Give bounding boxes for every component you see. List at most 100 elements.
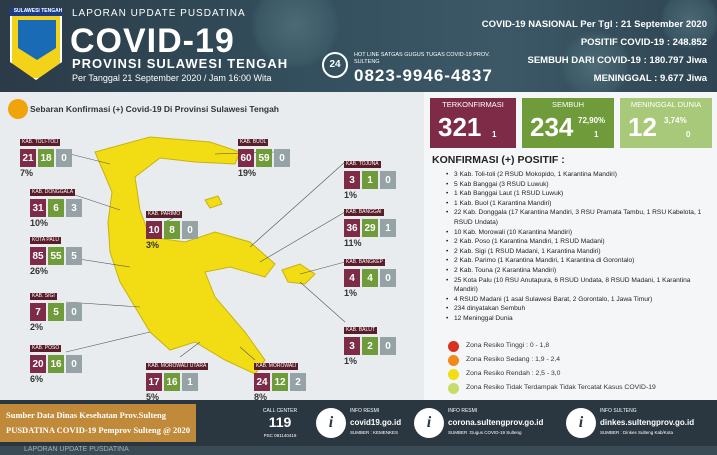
region-morowali-utara: KAB. MOROWALI UTARA 17 16 1 5% [146, 354, 216, 402]
info-link-corona-sulteng[interactable]: i INFO RESMI corona.sultengprov.go.id SU… [414, 406, 554, 442]
region-name: KAB. TOLI-TOLI [20, 139, 61, 146]
map-landmass [94, 136, 276, 375]
call-center-label: CALL CENTER [262, 408, 298, 414]
stat-percent: 72,90% [578, 116, 606, 125]
list-item: 25 Kota Palu (10 RSU Anutapura, 6 RSUD U… [446, 276, 712, 295]
stat-percent: 3,74% [664, 116, 687, 125]
confirmed-count: 20 [30, 355, 46, 373]
legend-label: Zona Resiko Tinggi : 0 - 1,8 [466, 342, 550, 349]
stat-label: TERKONFIRMASI [442, 100, 504, 109]
confirmed-count: 7 [30, 303, 46, 321]
recovered-count: 16 [48, 355, 64, 373]
call-center[interactable]: CALL CENTER 119 PSC 081140419 [250, 406, 310, 442]
confirmed-list-title: KONFIRMASI (+) POSITIF : [432, 154, 565, 166]
province-title: PROVINSI SULAWESI TENGAH [72, 56, 289, 71]
national-stats: COVID-19 NASIONAL Per Tgl : 21 September… [482, 16, 707, 88]
death-count: 0 [274, 149, 290, 167]
region-percent: 1% [344, 190, 358, 200]
hotline-number[interactable]: 0823-9946-4837 [354, 66, 493, 85]
stat-value: 12 [628, 112, 657, 142]
confirmed-count: 10 [146, 221, 162, 239]
info-url[interactable]: dinkes.sultengprov.go.id [600, 418, 695, 427]
national-recovered: SEMBUH DARI COVID-19 : 180.797 Jiwa [527, 55, 707, 66]
region-percent: 10% [30, 218, 49, 228]
legend-dot [448, 383, 459, 394]
death-count: 1 [380, 219, 396, 237]
list-item: 10 Kab. Morowali (10 Karantina Mandiri) [446, 228, 712, 238]
source-line: Sumber Data Dinas Kesehatan Prov.Sulteng [6, 410, 167, 420]
legend-item: Zona Resiko Tidak Terdampak Tidak Tercat… [448, 382, 710, 404]
region-palu: KOTA PALU 85 55 5 26% [30, 228, 100, 276]
confirmed-list: 3 Kab. Toli-toli (2 RSUD Mokopido, 1 Kar… [446, 170, 712, 324]
recovered-count: 1 [362, 171, 378, 189]
region-percent: 26% [30, 266, 49, 276]
region-name: KAB. SIGI [30, 293, 57, 300]
confirmed-count: 60 [238, 149, 254, 167]
region-name: KAB. BUOL [238, 139, 269, 146]
legend-item: Zona Resiko Rendah : 2,5 - 3,0 [448, 368, 710, 382]
death-count: 0 [182, 221, 198, 239]
region-percent: 2% [30, 322, 44, 332]
region-name: KAB. BANGKEP [344, 259, 385, 266]
legend-label: Zona Resiko Rendah : 2,5 - 3,0 [466, 370, 561, 377]
region-percent: 11% [344, 238, 362, 248]
info-url[interactable]: covid19.go.id [350, 418, 402, 427]
map-island [204, 195, 223, 209]
legend-dot [448, 341, 459, 352]
confirmed-count: 3 [344, 337, 360, 355]
list-item: 2 Kab. Touna (2 Karantina Mandiri) [446, 266, 712, 276]
confirmed-count: 24 [254, 373, 270, 391]
death-count: 0 [380, 337, 396, 355]
map-title: Sebaran Konfirmasi (+) Covid-19 Di Provi… [30, 104, 280, 114]
recovered-count: 5 [48, 303, 64, 321]
info-link-dinkes[interactable]: i INFO SULTENG dinkes.sultengprov.go.id … [566, 406, 714, 442]
stat-delta: 1 [594, 130, 599, 139]
header-banner [0, 0, 717, 92]
info-url[interactable]: corona.sultengprov.go.id [448, 418, 544, 427]
list-item: 2 Kab. Parimo (1 Karantina Mandiri, 1 Ka… [446, 256, 712, 266]
region-banggai: KAB. BANGGAI 36 29 1 11% [344, 200, 414, 248]
stat-label: MENINGGAL DUNIA [630, 100, 702, 109]
info-link-covid19[interactable]: i INFO RESMI covid19.go.id SUMBER : KEME… [316, 406, 416, 442]
call-center-number[interactable]: 119 [268, 414, 292, 430]
region-name: KAB. DONGGALA [30, 189, 76, 196]
region-name: KAB. PARIMO [146, 211, 183, 218]
death-count: 0 [380, 171, 396, 189]
legend-label: Zona Resiko Tidak Terdampak Tidak Tercat… [466, 384, 656, 391]
region-sigi: KAB. SIGI 7 5 0 2% [30, 284, 100, 332]
region-poso: KAB. POSO 20 16 0 6% [30, 336, 100, 384]
list-item: 5 Kab Banggai (3 RSUD Luwuk) [446, 180, 712, 190]
recovered-count: 55 [48, 247, 64, 265]
region-percent: 3% [146, 240, 160, 250]
region-percent: 6% [30, 374, 44, 384]
national-date: COVID-19 NASIONAL Per Tgl : 21 September… [481, 19, 707, 30]
list-item: 234 dinyatakan Sembuh [446, 304, 712, 314]
recovered-count: 2 [362, 337, 378, 355]
region-percent: 1% [344, 356, 358, 366]
death-count: 0 [66, 355, 82, 373]
info-source: SUMBER :Gugus COVID-19 Sulteng [448, 430, 522, 435]
hotline[interactable]: 24 HOT LINE SATGAS GUGUS TUGAS COVID-19 … [322, 50, 522, 85]
info-source: SUMBER : KEMENKES [350, 430, 399, 435]
map-island [281, 263, 316, 285]
list-item: 4 RSUD Madani (1 asal Sulawesi Barat, 2 … [446, 295, 712, 305]
province-logo: SULAWESI TENGAH [10, 8, 62, 80]
summary-stats: TERKONFIRMASI 321 1 SEMBUH 234 72,90% 1 … [430, 98, 712, 148]
region-name: KAB. MOROWALI [254, 363, 299, 370]
region-balut: KAB. BALUT 3 2 0 1% [344, 318, 414, 366]
stat-delta: 0 [686, 130, 691, 139]
list-item: 12 Meninggal Dunia [446, 314, 712, 324]
region-percent: 1% [344, 288, 358, 298]
region-percent: 5% [146, 392, 160, 402]
death-count: 2 [290, 373, 306, 391]
death-count: 0 [56, 149, 72, 167]
recovered-count: 18 [38, 149, 54, 167]
death-count: 5 [66, 247, 82, 265]
region-morowali: KAB. MOROWALI 24 12 2 8% [254, 354, 324, 402]
death-count: 3 [66, 199, 82, 217]
list-item: 1 Kab. Buol (1 Karantina Mandiri) [446, 199, 712, 209]
source-note: Sumber Data Dinas Kesehatan Prov.Sulteng… [0, 404, 196, 442]
info-source: SUMBER : Dinkes Sulteng Kab/Kota [600, 430, 674, 435]
hotline-label: HOT LINE SATGAS GUGUS TUGAS COVID-19 PRO… [354, 52, 490, 65]
list-item: 2 Kab. Poso (1 Karantina Mandiri, 1 RSUD… [446, 237, 712, 247]
